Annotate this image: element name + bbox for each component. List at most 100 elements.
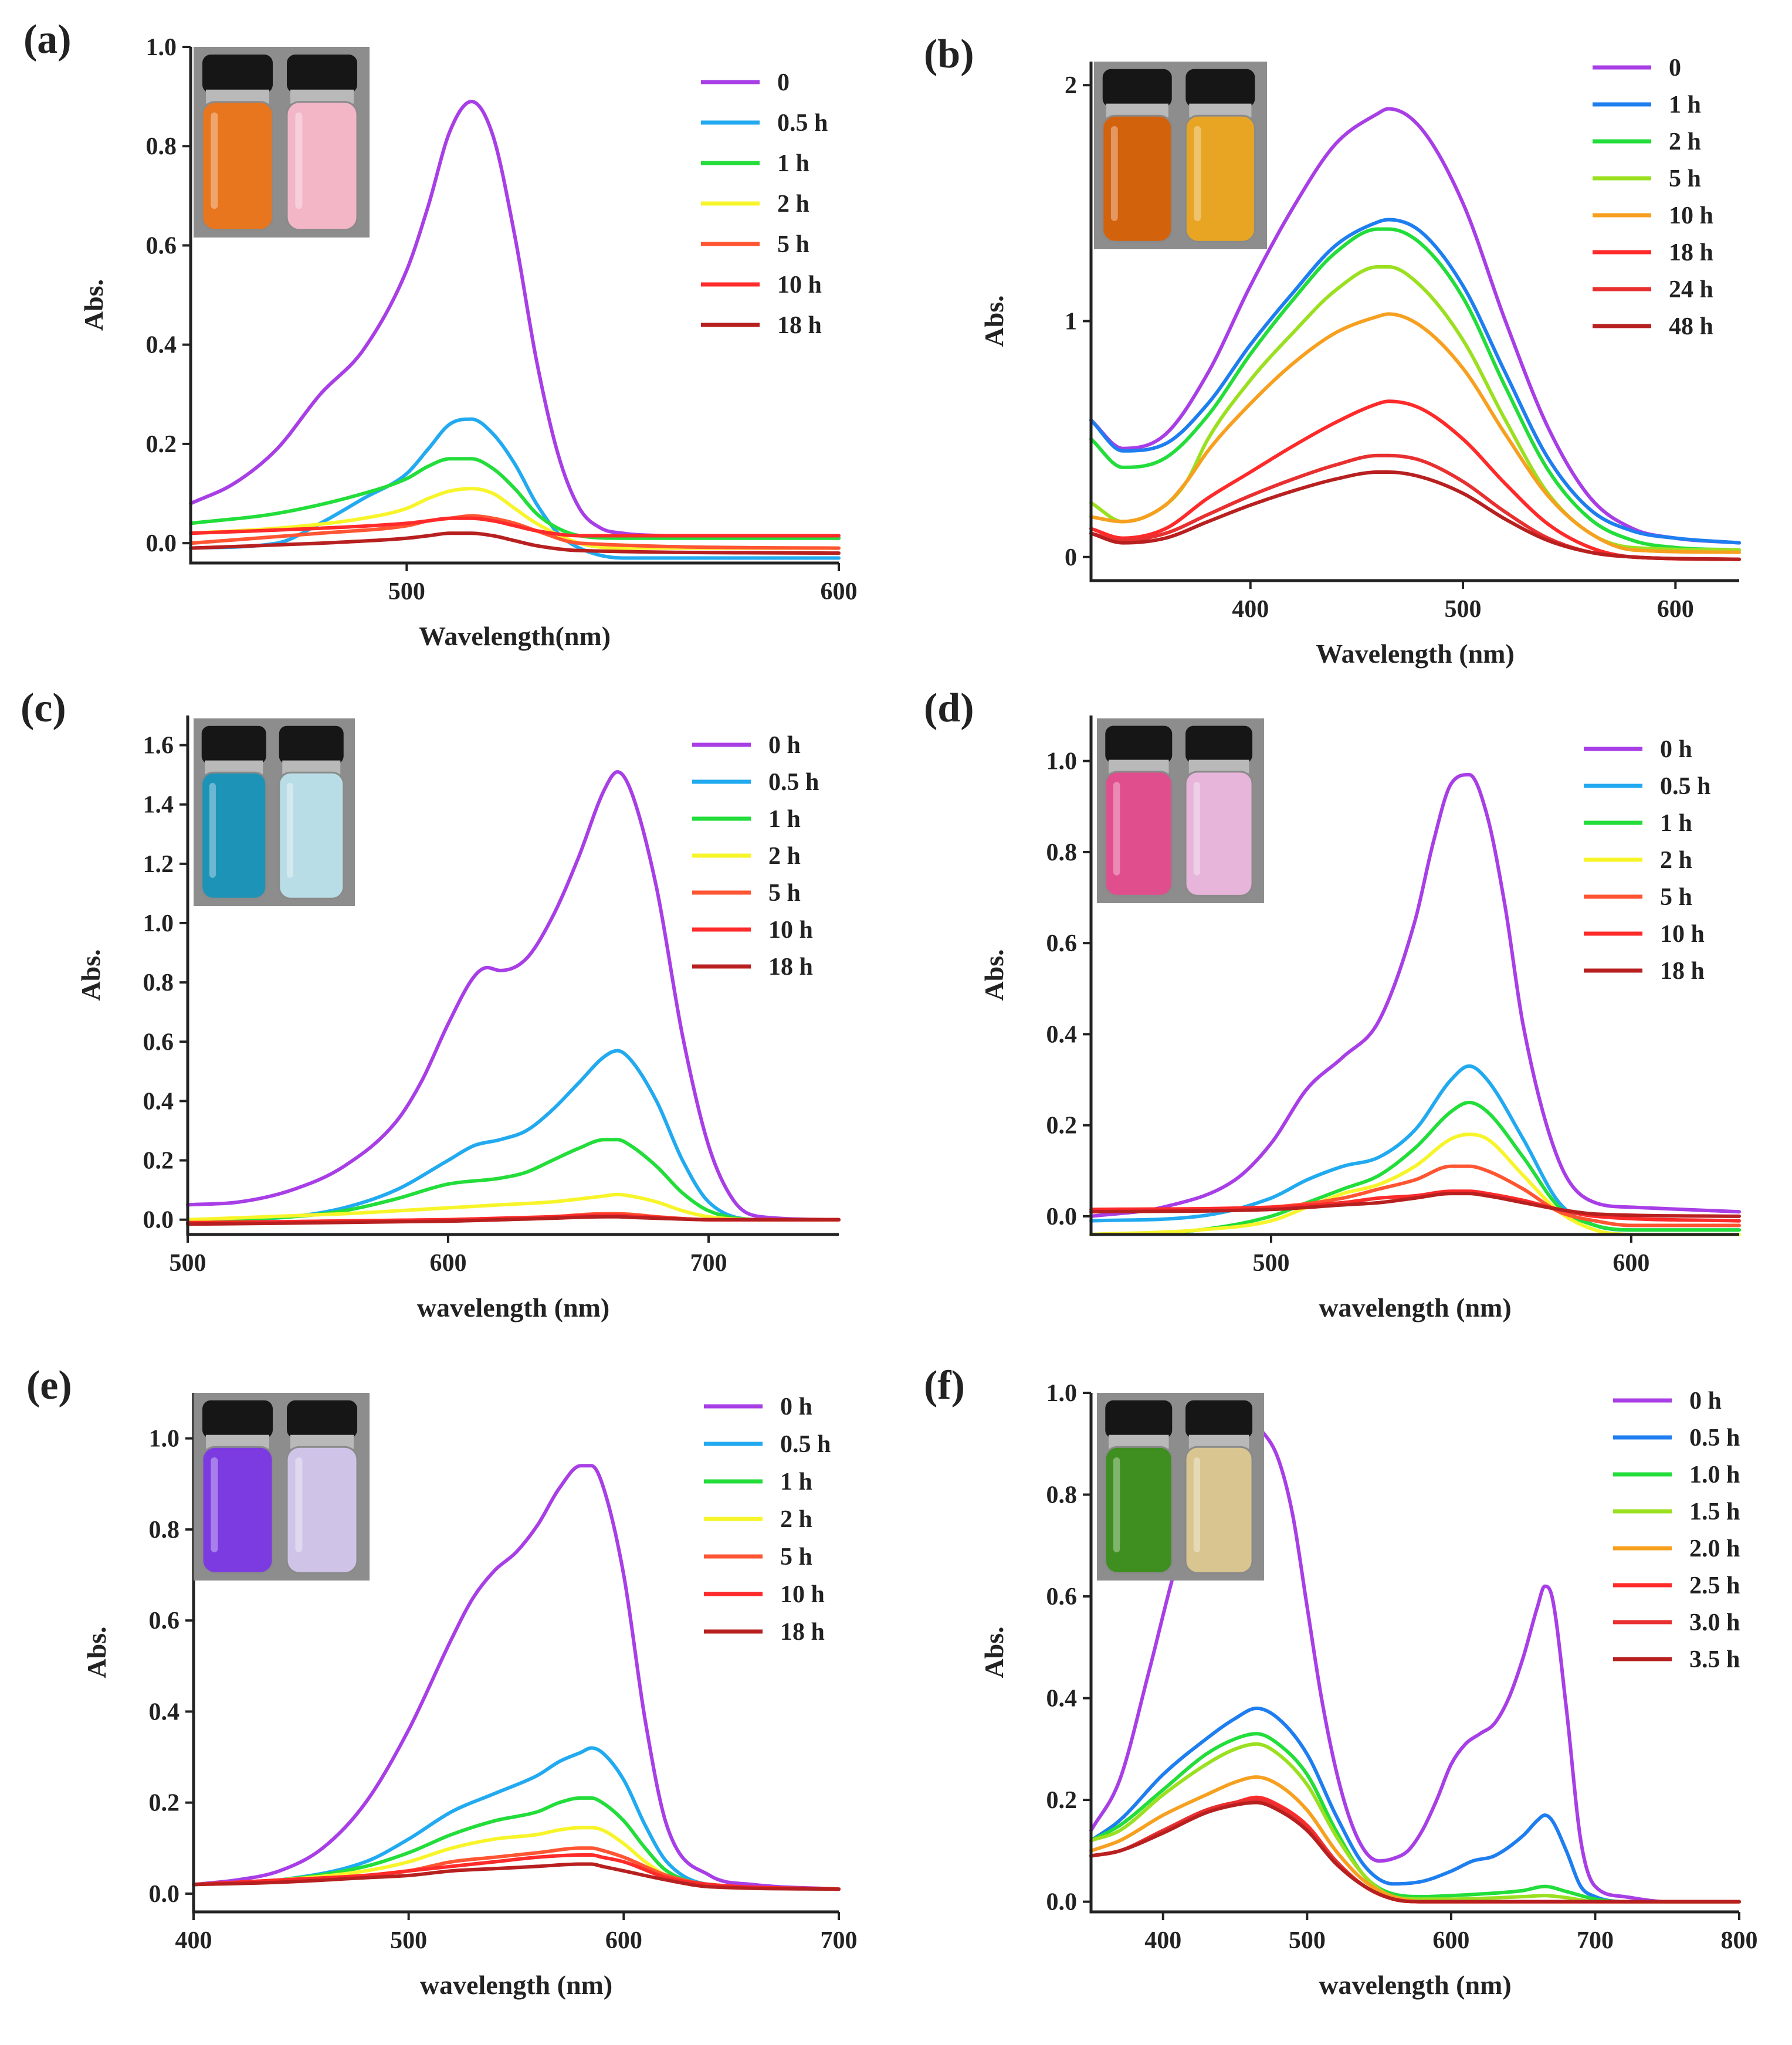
vial-solution-f-1 (1184, 1446, 1254, 1574)
legend-label-c-5: 10 h (768, 917, 813, 944)
y-tick-label-a-4: 0.8 (146, 133, 177, 160)
legend-label-c-3: 2 h (768, 843, 801, 870)
panel-label-f: (f) (924, 1363, 965, 1408)
series-line-a-0 (189, 100, 841, 540)
y-tick-label-e-1: 0.2 (149, 1790, 180, 1817)
vial-solution-f-0 (1104, 1446, 1173, 1574)
x-tick-label-f-0: 400 (1144, 1927, 1181, 1954)
y-tick-label-e-0: 0.0 (149, 1881, 180, 1908)
vial-solution-d-1 (1184, 771, 1254, 897)
vial-glare-e-0 (211, 1457, 218, 1552)
panel-a: 500 600 0.0 0.2 0.4 0.6 0.8 1.0 Wavelength(nm) Ab… (23, 17, 858, 651)
y-tick-label-d-0: 0.0 (1046, 1203, 1078, 1230)
legend-label-b-6: 24 h (1669, 276, 1713, 303)
legend-label-a-4: 5 h (777, 231, 809, 258)
vial-glare-b-1 (1194, 126, 1201, 221)
panel-d: 500 600 0.0 0.2 0.4 0.6 0.8 1.0 wavelength (nm) A… (924, 686, 1741, 1322)
vial-glare-d-0 (1113, 782, 1120, 876)
series-line-c-2 (186, 1138, 841, 1222)
legend-label-a-1: 0.5 h (777, 110, 828, 137)
y-axis-label-f: Abs. (979, 1626, 1009, 1678)
vial-neck-c-0 (205, 760, 263, 775)
legend-label-f-2: 1.0 h (1689, 1461, 1740, 1488)
legend-label-b-2: 2 h (1669, 128, 1701, 155)
panel-b: 400 500 600 0 1 2 Wavelength (nm) Abs. (b) 0 1 h 2 … (924, 32, 1741, 669)
legend-label-e-2: 1 h (780, 1469, 812, 1495)
vial-cap-d-1 (1185, 725, 1253, 764)
vial-solution-e-0 (201, 1446, 274, 1574)
y-tick-label-c-1: 0.2 (143, 1148, 174, 1175)
axes-b (1089, 62, 1739, 582)
panel-f: 400 500 600 700 800 0.0 0.2 0.4 0.6 0.8 1.0 wavelen… (924, 1363, 1758, 2000)
legend-label-b-0: 0 (1669, 55, 1681, 82)
vial-solution-b-1 (1184, 114, 1256, 243)
y-tick-label-a-0: 0.0 (146, 530, 177, 557)
vial-cap-c-1 (279, 725, 344, 764)
y-tick-label-d-3: 0.6 (1046, 930, 1078, 957)
series-line-b-5 (1089, 399, 1741, 561)
series-line-d-2 (1089, 1100, 1741, 1236)
y-tick-label-c-7: 1.4 (143, 792, 174, 819)
y-tick-label-f-5: 1.0 (1046, 1380, 1078, 1407)
legend-label-f-0: 0 h (1689, 1388, 1722, 1415)
legend-label-a-2: 1 h (777, 150, 809, 177)
y-tick-label-e-5: 1.0 (149, 1426, 180, 1453)
y-tick-label-c-2: 0.4 (143, 1088, 174, 1115)
axes-f (1089, 1393, 1739, 1914)
legend-label-e-0: 0 h (780, 1393, 812, 1420)
legend-label-d-4: 5 h (1660, 884, 1692, 911)
x-tick-label-a-0: 500 (388, 578, 425, 605)
legend-label-d-5: 10 h (1660, 921, 1705, 948)
legend-label-e-5: 10 h (780, 1581, 825, 1608)
legend-label-a-6: 18 h (777, 312, 822, 339)
legend-label-c-1: 0.5 h (768, 769, 819, 796)
vial-solution-c-1 (278, 771, 345, 900)
x-tick-label-e-1: 500 (390, 1927, 427, 1954)
y-tick-label-a-3: 0.6 (146, 232, 177, 259)
legend-label-e-1: 0.5 h (780, 1431, 831, 1458)
y-tick-label-f-1: 0.2 (1046, 1787, 1078, 1814)
legend-label-d-6: 18 h (1660, 958, 1705, 985)
series-line-d-0 (1089, 772, 1741, 1218)
inset-photo-f (1097, 1393, 1264, 1581)
vial-solution-a-0 (201, 101, 274, 231)
y-tick-label-b-1: 1 (1065, 308, 1077, 335)
y-tick-label-d-2: 0.4 (1046, 1021, 1078, 1048)
x-tick-label-d-1: 600 (1613, 1250, 1649, 1277)
legend-label-f-6: 3.0 h (1689, 1609, 1740, 1636)
vial-neck-f-1 (1188, 1434, 1249, 1449)
vial-cap-f-1 (1185, 1400, 1253, 1439)
y-tick-label-c-6: 1.2 (143, 851, 174, 878)
vial-glare-f-0 (1113, 1457, 1120, 1552)
series-line-a-4 (189, 514, 841, 550)
x-tick-label-c-1: 600 (430, 1250, 467, 1277)
y-tick-label-c-8: 1.6 (143, 732, 174, 759)
y-axis-label-d: Abs. (979, 949, 1009, 1001)
vial-solution-d-0 (1104, 771, 1173, 897)
legend-label-c-2: 1 h (768, 806, 801, 833)
legend-d: 0 h 0.5 h 1 h 2 h 5 h 10 h 18 h (1584, 736, 1710, 985)
series-line-c-6 (186, 1215, 841, 1226)
x-axis-label-f: wavelength (nm) (1319, 1970, 1511, 2000)
vial-neck-b-1 (1189, 103, 1252, 118)
inset-photo-e (194, 1393, 370, 1581)
y-axis-label-e: Abs. (82, 1626, 111, 1678)
vial-neck-d-1 (1188, 759, 1249, 774)
x-tick-label-e-0: 400 (175, 1927, 212, 1954)
axes-d (1089, 715, 1739, 1236)
vial-cap-b-1 (1185, 69, 1255, 107)
series-line-a-2 (189, 457, 841, 540)
x-axis-label-d: wavelength (nm) (1319, 1293, 1511, 1322)
legend-label-e-4: 5 h (780, 1544, 812, 1571)
vial-glare-d-1 (1193, 782, 1201, 876)
series-line-e-6 (192, 1862, 841, 1891)
vial-solution-a-1 (286, 101, 358, 231)
series-line-c-0 (186, 770, 841, 1222)
series-line-b-4 (1089, 312, 1741, 554)
series-line-d-3 (1089, 1132, 1741, 1237)
legend-label-d-0: 0 h (1660, 736, 1692, 763)
x-tick-label-b-1: 500 (1445, 596, 1482, 623)
vial-cap-d-0 (1105, 725, 1173, 764)
x-tick-label-f-4: 800 (1721, 1927, 1758, 1954)
